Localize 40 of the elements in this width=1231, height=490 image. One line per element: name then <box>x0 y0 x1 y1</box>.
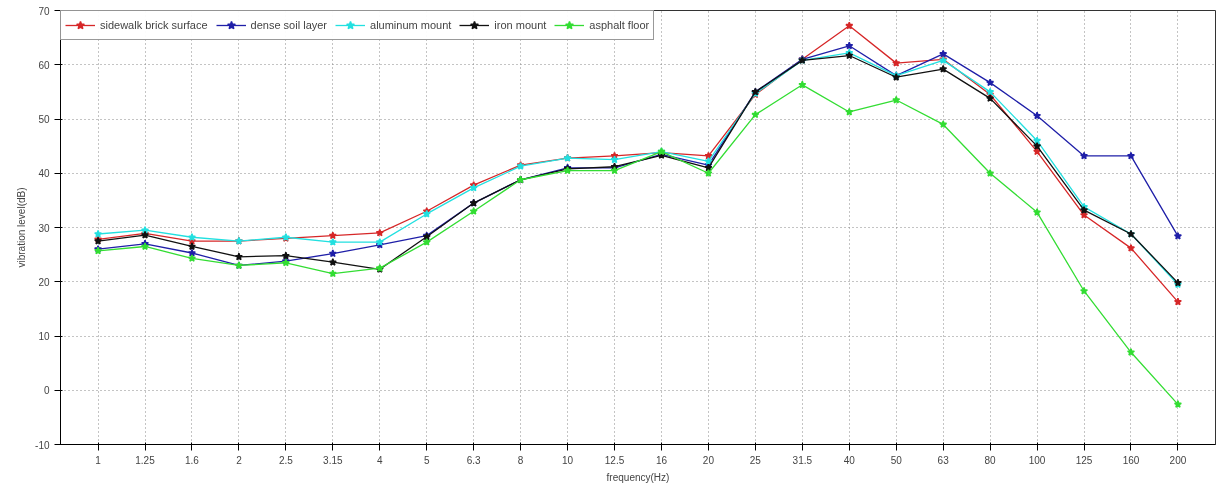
x-tick-label: 12.5 <box>604 454 625 466</box>
x-tick-label: 80 <box>984 454 997 466</box>
x-tick-label: 3.15 <box>323 454 343 466</box>
y-tick-label: -10 <box>35 439 50 451</box>
x-tick-label: 50 <box>890 454 903 466</box>
x-tick-label: 1 <box>95 454 102 466</box>
legend-label: asphalt floor <box>589 19 650 31</box>
legend-label: dense soil layer <box>250 19 328 31</box>
x-tick-label: 1.6 <box>185 454 200 466</box>
x-tick-label: 5 <box>423 454 430 466</box>
x-tick-label: 10 <box>562 454 574 466</box>
y-tick-label: 50 <box>38 114 50 125</box>
y-tick-label: 0 <box>43 385 50 397</box>
legend-label: aluminum mount <box>370 19 452 31</box>
y-tick-label: 10 <box>38 331 50 342</box>
x-tick-label: 200 <box>1169 454 1187 466</box>
x-tick-label: 100 <box>1028 454 1046 466</box>
y-tick-label: 30 <box>38 222 50 234</box>
y-tick-label: 20 <box>38 276 50 288</box>
x-tick-label: 160 <box>1122 454 1140 466</box>
y-tick-label: 70 <box>38 5 50 17</box>
legend-label: iron mount <box>494 19 547 31</box>
x-tick-label: 6.3 <box>466 454 482 466</box>
x-tick-label: 125 <box>1075 454 1093 466</box>
x-axis-title: frequency(Hz) <box>606 471 670 483</box>
x-tick-label: 2.5 <box>278 454 294 466</box>
x-tick-label: 20 <box>702 454 715 466</box>
x-tick-label: 2 <box>236 454 243 466</box>
legend-label: sidewalk brick surface <box>100 19 208 31</box>
x-tick-label: 31.5 <box>792 454 813 466</box>
y-tick-label: 40 <box>38 168 50 180</box>
x-tick-label: 8 <box>517 454 524 466</box>
x-tick-label: 4 <box>376 454 383 466</box>
y-axis-title: vibration level(dB) <box>16 187 28 268</box>
x-tick-label: 16 <box>655 454 668 466</box>
x-tick-label: 25 <box>749 454 762 466</box>
x-tick-label: 63 <box>937 454 950 466</box>
x-tick-label: 40 <box>843 454 856 466</box>
x-tick-label: 1.25 <box>135 454 156 466</box>
y-tick-label: 60 <box>38 59 50 71</box>
